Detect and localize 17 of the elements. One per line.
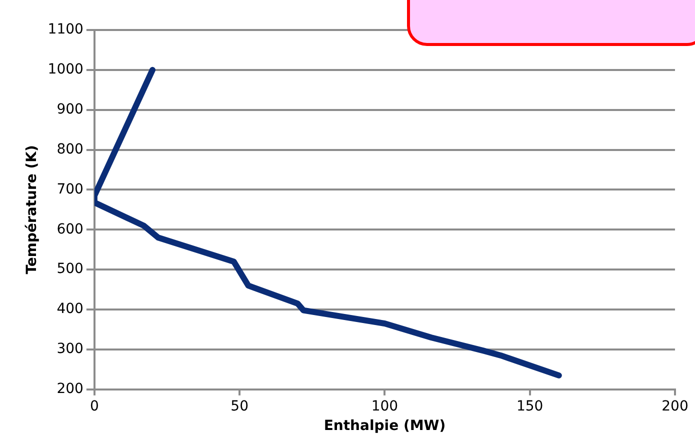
x-axis-title: Enthalpie (MW) bbox=[324, 418, 446, 434]
x-tick-label: 100 bbox=[371, 398, 398, 414]
x-tick-label: 200 bbox=[662, 398, 688, 414]
x-tick-label: 150 bbox=[516, 398, 544, 414]
y-tick-label: 800 bbox=[56, 141, 84, 158]
x-tick-label: 0 bbox=[90, 398, 99, 414]
y-tick-label: 900 bbox=[56, 102, 84, 118]
y-tick-label: 600 bbox=[56, 221, 84, 238]
x-tick-label: 50 bbox=[230, 398, 248, 414]
y-tick-label: 1000 bbox=[48, 62, 84, 78]
y-tick-label: 1100 bbox=[48, 22, 84, 38]
y-tick-label: 200 bbox=[56, 381, 84, 398]
y-tick-label: 500 bbox=[56, 261, 84, 278]
y-axis-title: Température (K) bbox=[24, 145, 40, 274]
y-tick-label: 300 bbox=[56, 341, 84, 358]
y-tick-label: 700 bbox=[56, 181, 84, 198]
y-tick-label: 400 bbox=[56, 301, 84, 318]
